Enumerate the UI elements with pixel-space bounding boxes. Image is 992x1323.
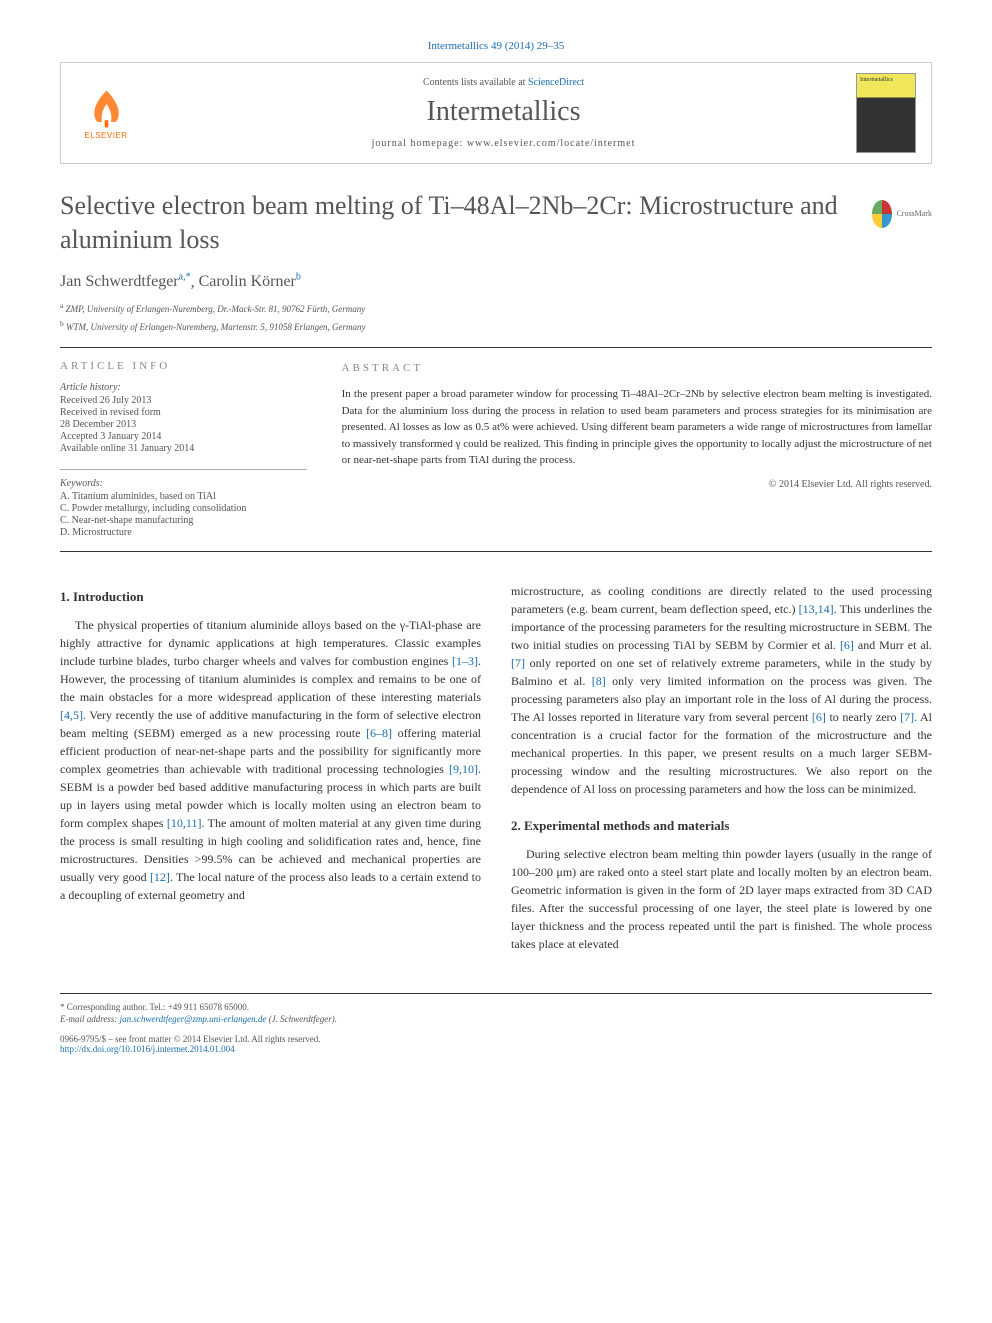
author-1-sup: a,* bbox=[179, 272, 191, 283]
history-label: Article history: bbox=[60, 382, 307, 393]
intro-continuation: microstructure, as cooling conditions ar… bbox=[511, 582, 932, 798]
contents-prefix: Contents lists available at bbox=[423, 77, 528, 88]
author-2-name: Carolin Körner bbox=[199, 273, 296, 290]
elsevier-tree-icon bbox=[84, 86, 129, 131]
ref-6-8[interactable]: [6–8] bbox=[366, 726, 392, 740]
contents-available: Contents lists available at ScienceDirec… bbox=[151, 77, 856, 88]
article-info-block: ARTICLE INFO Article history: Received 2… bbox=[60, 348, 322, 551]
ref-9-10[interactable]: [9,10] bbox=[449, 762, 478, 776]
history-online: Available online 31 January 2014 bbox=[60, 443, 307, 454]
ref-8a[interactable]: [8] bbox=[592, 674, 606, 688]
intro-text-a: The physical properties of titanium alum… bbox=[60, 618, 481, 668]
abstract-copyright: © 2014 Elsevier Ltd. All rights reserved… bbox=[342, 477, 932, 492]
header-center: Contents lists available at ScienceDirec… bbox=[151, 77, 856, 149]
body-columns: 1. Introduction The physical properties … bbox=[60, 582, 932, 964]
abstract-header: ABSTRACT bbox=[342, 360, 932, 377]
authors-line: Jan Schwerdtfegera,*, Carolin Körnerb bbox=[60, 272, 932, 291]
elsevier-label: ELSEVIER bbox=[84, 131, 127, 140]
journal-homepage: journal homepage: www.elsevier.com/locat… bbox=[151, 138, 856, 149]
history-revised-2: 28 December 2013 bbox=[60, 419, 307, 430]
aff-b-sup: b bbox=[60, 319, 64, 328]
affiliation-a: a ZMP, University of Erlangen-Nuremberg,… bbox=[60, 301, 932, 314]
ref-6a[interactable]: [6] bbox=[840, 638, 854, 652]
intro-paragraph: The physical properties of titanium alum… bbox=[60, 616, 481, 904]
keyword-3: C. Near-net-shape manufacturing bbox=[60, 515, 307, 526]
crossmark-label: CrossMark bbox=[896, 209, 932, 219]
journal-name: Intermetallics bbox=[151, 96, 856, 128]
keywords-label: Keywords: bbox=[60, 478, 307, 489]
ref-7b[interactable]: [7] bbox=[900, 710, 914, 724]
elsevier-logo[interactable]: ELSEVIER bbox=[76, 78, 136, 148]
issn-line: 0966-9795/$ – see front matter © 2014 El… bbox=[60, 1034, 932, 1044]
citation-line[interactable]: Intermetallics 49 (2014) 29–35 bbox=[60, 40, 932, 52]
ref-10-11[interactable]: [10,11] bbox=[167, 816, 202, 830]
doi-block: 0966-9795/$ – see front matter © 2014 El… bbox=[60, 1034, 932, 1054]
author-1[interactable]: Jan Schwerdtfegera,* bbox=[60, 273, 191, 290]
crossmark-icon bbox=[872, 200, 892, 228]
article-title: Selective electron beam melting of Ti–48… bbox=[60, 189, 932, 257]
journal-header: ELSEVIER Contents lists available at Sci… bbox=[60, 62, 932, 164]
corr-tel: +49 911 65078 65000. bbox=[168, 1002, 249, 1012]
title-text: Selective electron beam melting of Ti–48… bbox=[60, 191, 838, 254]
article-info-header: ARTICLE INFO bbox=[60, 360, 307, 372]
footer-block: * Corresponding author. Tel.: +49 911 65… bbox=[60, 993, 932, 1054]
history-accepted: Accepted 3 January 2014 bbox=[60, 431, 307, 442]
keyword-1: A. Titanium aluminides, based on TiAl bbox=[60, 491, 307, 502]
email-line: E-mail address: jan.schwerdtfeger@zmp.un… bbox=[60, 1014, 932, 1024]
right-column: microstructure, as cooling conditions ar… bbox=[511, 582, 932, 964]
ref-1-3[interactable]: [1–3] bbox=[452, 654, 478, 668]
section-1-heading: 1. Introduction bbox=[60, 587, 481, 607]
homepage-url[interactable]: www.elsevier.com/locate/intermet bbox=[467, 138, 636, 149]
history-received: Received 26 July 2013 bbox=[60, 395, 307, 406]
ref-4-5[interactable]: [4,5] bbox=[60, 708, 83, 722]
ref-13-14[interactable]: [13,14] bbox=[799, 602, 834, 616]
email-label: E-mail address: bbox=[60, 1014, 120, 1024]
aff-a-sup: a bbox=[60, 301, 63, 310]
homepage-prefix: journal homepage: bbox=[372, 138, 467, 149]
ref-6b[interactable]: [6] bbox=[812, 710, 826, 724]
sciencedirect-link[interactable]: ScienceDirect bbox=[528, 77, 584, 88]
corr-label: * Corresponding author. Tel.: bbox=[60, 1002, 168, 1012]
author-1-name: Jan Schwerdtfeger bbox=[60, 273, 179, 290]
ref-7a[interactable]: [7] bbox=[511, 656, 525, 670]
doi-link[interactable]: http://dx.doi.org/10.1016/j.intermet.201… bbox=[60, 1044, 235, 1054]
intro-col2-c: and Murr et al. bbox=[854, 638, 932, 652]
keyword-2: C. Powder metallurgy, including consolid… bbox=[60, 503, 307, 514]
keyword-4: D. Microstructure bbox=[60, 527, 307, 538]
affiliation-b: b WTM, University of Erlangen-Nuremberg,… bbox=[60, 319, 932, 332]
keywords-block: Keywords: A. Titanium aluminides, based … bbox=[60, 469, 307, 538]
email-link[interactable]: jan.schwerdtfeger@zmp.uni-erlangen.de bbox=[120, 1014, 267, 1024]
ref-12[interactable]: [12] bbox=[150, 870, 170, 884]
email-suffix: (J. Schwerdtfeger). bbox=[266, 1014, 337, 1024]
crossmark-badge[interactable]: CrossMark bbox=[872, 194, 932, 234]
page-container: Intermetallics 49 (2014) 29–35 ELSEVIER … bbox=[0, 0, 992, 1094]
journal-cover-thumbnail[interactable] bbox=[856, 73, 916, 153]
info-abstract-row: ARTICLE INFO Article history: Received 2… bbox=[60, 347, 932, 552]
section-2-heading: 2. Experimental methods and materials bbox=[511, 816, 932, 836]
corresponding-author: * Corresponding author. Tel.: +49 911 65… bbox=[60, 1002, 932, 1012]
author-2[interactable]: Carolin Körnerb bbox=[199, 273, 301, 290]
aff-b-text: WTM, University of Erlangen-Nuremberg, M… bbox=[66, 322, 366, 332]
abstract-text: In the present paper a broad parameter w… bbox=[342, 386, 932, 469]
history-revised-1: Received in revised form bbox=[60, 407, 307, 418]
aff-a-text: ZMP, University of Erlangen-Nuremberg, D… bbox=[66, 304, 366, 314]
abstract-block: ABSTRACT In the present paper a broad pa… bbox=[322, 348, 932, 551]
left-column: 1. Introduction The physical properties … bbox=[60, 582, 481, 964]
methods-paragraph: During selective electron beam melting t… bbox=[511, 845, 932, 953]
intro-col2-f: to nearly zero bbox=[826, 710, 900, 724]
author-2-sup: b bbox=[296, 272, 301, 283]
